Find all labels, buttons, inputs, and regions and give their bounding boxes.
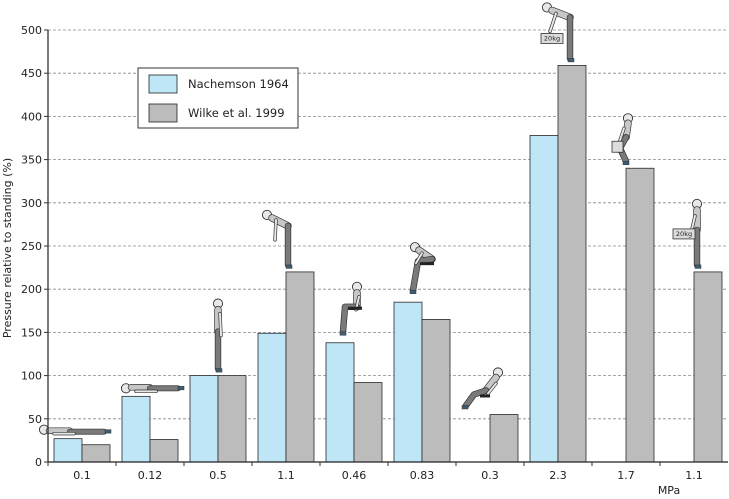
- weight-label: 20kg: [676, 230, 692, 238]
- lying-prone-figure-icon: [120, 383, 185, 394]
- x-tick-label: 0.12: [138, 469, 163, 482]
- bar-wilke-5: [421, 319, 451, 463]
- x-tick-label: 1.1: [277, 469, 295, 482]
- bar-nachemson-4: [325, 342, 355, 463]
- bar-wilke-8: [625, 167, 655, 463]
- bar-wilke-7: [557, 65, 587, 463]
- lying-supine-figure-icon: [38, 424, 112, 436]
- x-tick-label: 0.3: [481, 469, 499, 482]
- bar-wilke-3: [285, 271, 315, 463]
- legend-swatch-wilke: [148, 103, 178, 123]
- x-tick-label: 1.7: [617, 469, 635, 482]
- legend-label-nachemson: Nachemson 1964: [188, 77, 289, 91]
- x-tick-label: 2.3: [549, 469, 567, 482]
- bar-wilke-2: [217, 375, 247, 463]
- bar-wilke-6: [489, 414, 519, 463]
- standing-bent-forward-figure-icon: [261, 209, 293, 269]
- tick-labels: 0 50 100 150 200 250 300 350 400 450 500 0.1 0.12 0.5…: [21, 24, 703, 482]
- bar-wilke-0: [81, 444, 111, 463]
- legend-swatch-nachemson: [148, 74, 178, 94]
- bar-nachemson-2: [189, 375, 219, 463]
- sitting-bent-forward-figure-icon: [409, 242, 436, 294]
- y-tick-label: 450: [21, 67, 42, 80]
- bar-nachemson-1: [121, 395, 151, 463]
- bar-wilke-1: [149, 439, 179, 463]
- bar-nachemson-3: [257, 332, 287, 463]
- x-tick-label: 0.1: [73, 469, 91, 482]
- standing-holding-weight-figure-icon: 20kg: [672, 198, 703, 269]
- y-tick-label: 200: [21, 283, 42, 296]
- y-tick-label: 500: [21, 24, 42, 37]
- legend-label-wilke: Wilke et al. 1999: [188, 106, 285, 120]
- bars-group: [53, 65, 723, 463]
- y-axis-label: Pressure relative to standing (%): [1, 158, 14, 338]
- y-tick-label: 350: [21, 154, 42, 167]
- bar-wilke-9: [693, 271, 723, 463]
- lifting-bent-with-weight-figure-icon: 20kg: [540, 2, 575, 63]
- bar-nachemson-0: [53, 438, 83, 463]
- bar-nachemson-7: [529, 135, 559, 463]
- y-tick-label: 150: [21, 326, 42, 339]
- y-tick-label: 400: [21, 110, 42, 123]
- y-tick-label: 50: [28, 413, 42, 426]
- bar-wilke-4: [353, 382, 383, 463]
- x-tick-label: 1.1: [685, 469, 703, 482]
- x-tick-label: 0.83: [410, 469, 435, 482]
- legend: Nachemson 1964 Wilke et al. 1999: [137, 67, 299, 129]
- lifting-squat-with-weight-figure-icon: [611, 113, 634, 165]
- x-axis-unit-label: MPa: [658, 484, 680, 497]
- x-tick-label: 0.46: [342, 469, 367, 482]
- bar-nachemson-5: [393, 301, 423, 463]
- grid-lines: [48, 29, 728, 420]
- y-tick-label: 300: [21, 197, 42, 210]
- y-tick-label: 100: [21, 370, 42, 383]
- sitting-upright-figure-icon: [339, 281, 363, 336]
- figures-group: 20kg 20kg: [38, 2, 703, 436]
- standing-figure-icon: [212, 298, 224, 373]
- y-tick-label: 250: [21, 240, 42, 253]
- y-tick-label: 0: [35, 456, 42, 469]
- x-tick-label: 0.5: [209, 469, 227, 482]
- sitting-reclined-figure-icon: [461, 367, 504, 410]
- weight-label: 20kg: [544, 35, 560, 43]
